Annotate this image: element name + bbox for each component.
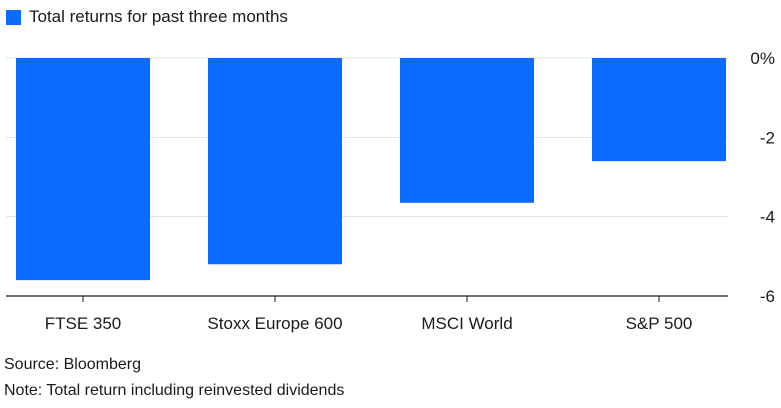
legend-label: Total returns for past three months xyxy=(29,7,288,26)
x-tick-label: S&P 500 xyxy=(626,314,693,333)
y-tick-label: -2 xyxy=(760,128,775,147)
y-tick-label: 0% xyxy=(750,49,775,68)
bar xyxy=(592,58,726,162)
legend: Total returns for past three months xyxy=(6,7,288,27)
source-note: Source: Bloomberg xyxy=(4,356,141,373)
bar xyxy=(208,58,342,265)
y-tick-label: -4 xyxy=(760,208,775,227)
plot-area: 0% -2 -4 -6 FTSE 350 Stoxx Europe 600 MSCI Wor… xyxy=(6,49,775,333)
x-tick-label: MSCI World xyxy=(421,314,512,333)
legend-swatch xyxy=(6,9,21,25)
bar xyxy=(16,58,150,281)
bar xyxy=(400,58,534,203)
x-tick-label: Stoxx Europe 600 xyxy=(207,314,342,333)
y-tick-label: -6 xyxy=(760,287,775,306)
footnote: Note: Total return including reinvested … xyxy=(4,382,345,399)
x-tick-label: FTSE 350 xyxy=(45,314,122,333)
